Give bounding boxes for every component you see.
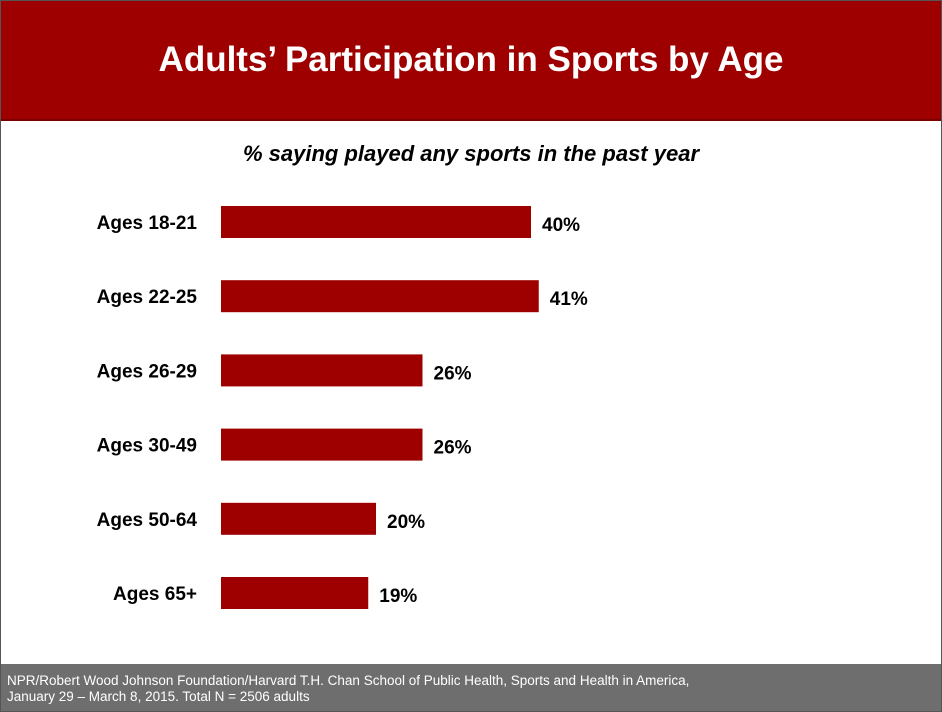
source-note: NPR/Robert Wood Johnson Foundation/Harva… (7, 673, 907, 705)
data-label: 40% (542, 215, 580, 236)
source-line-2: January 29 – March 8, 2015. Total N = 25… (7, 689, 310, 704)
category-label: Ages 50-64 (97, 510, 198, 531)
category-label: Ages 65+ (113, 584, 197, 605)
bar (221, 206, 531, 238)
bar (221, 577, 369, 609)
data-label: 19% (379, 586, 417, 607)
data-label: 26% (434, 438, 472, 459)
data-label: 41% (550, 289, 588, 310)
category-label: Ages 30-49 (97, 436, 197, 457)
title-banner: Adults’ Participation in Sports by Age (1, 1, 941, 121)
bar-chart: Ages 18-21 40% Ages 22-25 41% Ages 26-29 26% A… (97, 206, 588, 609)
data-label: 20% (387, 512, 425, 533)
bar (221, 428, 423, 461)
category-label: Ages 22-25 (97, 287, 198, 308)
source-line-1: NPR/Robert Wood Johnson Foundation/Harva… (7, 673, 690, 688)
chart-title: Adults’ Participation in Sports by Age (158, 40, 784, 79)
bar (221, 502, 376, 535)
source-footer: NPR/Robert Wood Johnson Foundation/Harva… (1, 664, 941, 711)
chart-subtitle: % saying played any sports in the past y… (242, 141, 700, 166)
bar (221, 354, 423, 387)
bar (221, 280, 539, 313)
data-label: 26% (434, 363, 472, 384)
category-label: Ages 26-29 (97, 361, 197, 382)
category-label: Ages 18-21 (97, 213, 198, 234)
